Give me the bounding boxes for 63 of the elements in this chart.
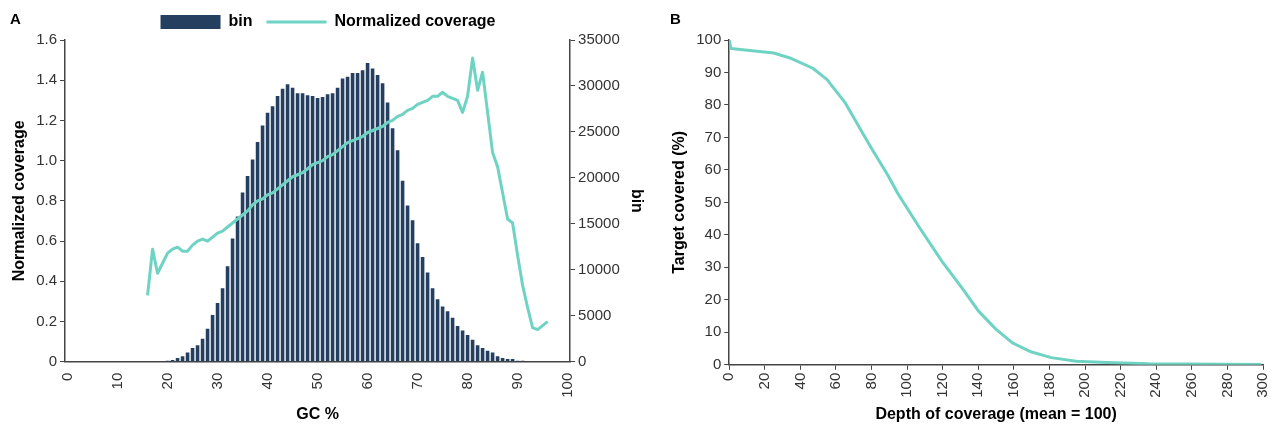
x-tick-label: 0 — [719, 372, 737, 382]
y-tick-label: 0 — [48, 351, 58, 369]
x-tick-label: 100 — [897, 372, 915, 398]
y-tick-label: 10 — [704, 322, 722, 340]
x-tick-label: 40 — [790, 372, 808, 390]
y-axis-title: Normalized coverage — [10, 120, 28, 282]
y-tick-label: 0.4 — [36, 271, 58, 289]
y-tick-label: 100 — [696, 30, 722, 48]
x-tick-label: 80 — [861, 372, 879, 390]
y2-tick-label: 5000 — [578, 305, 612, 323]
text: A — [10, 9, 21, 27]
y2-tick-label: 0 — [578, 351, 587, 369]
legend-label: bin — [228, 12, 253, 30]
x-tick-label: 20 — [754, 372, 772, 390]
y-axis-title: Target covered (%) — [670, 130, 688, 274]
y-tick-label: 70 — [704, 127, 722, 145]
y-tick-label: 40 — [704, 225, 722, 242]
x-tick-label: 30 — [207, 372, 225, 390]
x-axis-title: GC % — [296, 404, 339, 422]
x-tick-label: 160 — [1004, 372, 1022, 398]
x-tick-label: 60 — [826, 372, 844, 390]
x-tick-label: 70 — [407, 372, 425, 390]
legend-label: Normalized coverage — [334, 12, 496, 30]
y-tick-label: 0.8 — [36, 191, 58, 209]
x-tick-label: 260 — [1181, 372, 1199, 398]
x-tick-label: 200 — [1075, 372, 1093, 398]
y-tick-label: 30 — [704, 257, 722, 275]
x-tick-label: 0 — [57, 372, 75, 382]
y-tick-label: 0.6 — [36, 231, 58, 249]
x-tick-label: 280 — [1217, 372, 1235, 398]
y2-axis-title: bin — [628, 188, 646, 213]
x-tick-label: 140 — [968, 372, 986, 398]
x-tick-label: 180 — [1039, 372, 1057, 398]
y-tick-label: 1.2 — [36, 110, 58, 128]
x-tick-label: 220 — [1110, 372, 1128, 398]
x-tick-label: 20 — [157, 372, 175, 390]
x-tick-label: 60 — [357, 372, 375, 390]
text: B — [670, 9, 681, 27]
y-tick-label: 1.0 — [36, 150, 58, 168]
y2-tick-label: 20000 — [578, 168, 620, 186]
y-tick-label: 80 — [704, 95, 722, 113]
x-axis-title: Depth of coverage (mean = 100) — [875, 404, 1117, 422]
y-tick-label: 1.4 — [36, 70, 58, 88]
y2-tick-label: 15000 — [578, 214, 620, 232]
y2-tick-label: 10000 — [578, 259, 620, 277]
x-tick-label: 50 — [307, 372, 325, 390]
x-tick-label: 90 — [507, 372, 525, 390]
x-tick-label: 100 — [557, 372, 575, 398]
x-tick-label: 300 — [1253, 372, 1271, 398]
y-tick-label: 50 — [704, 192, 722, 210]
x-tick-label: 80 — [457, 372, 475, 390]
x-tick-label: 120 — [932, 372, 950, 398]
y-tick-label: 60 — [704, 160, 722, 178]
y2-tick-label: 35000 — [578, 30, 620, 48]
x-tick-label: 10 — [107, 372, 125, 390]
y2-tick-label: 30000 — [578, 76, 620, 94]
x-tick-label: 40 — [257, 372, 275, 390]
x-tick-label: 240 — [1146, 372, 1164, 398]
y2-tick-label: 25000 — [578, 122, 620, 140]
y-tick-label: 20 — [704, 289, 722, 307]
y-tick-label: 0.2 — [36, 311, 58, 329]
y-tick-label: 1.6 — [36, 30, 58, 48]
y-tick-label: 90 — [704, 62, 722, 80]
